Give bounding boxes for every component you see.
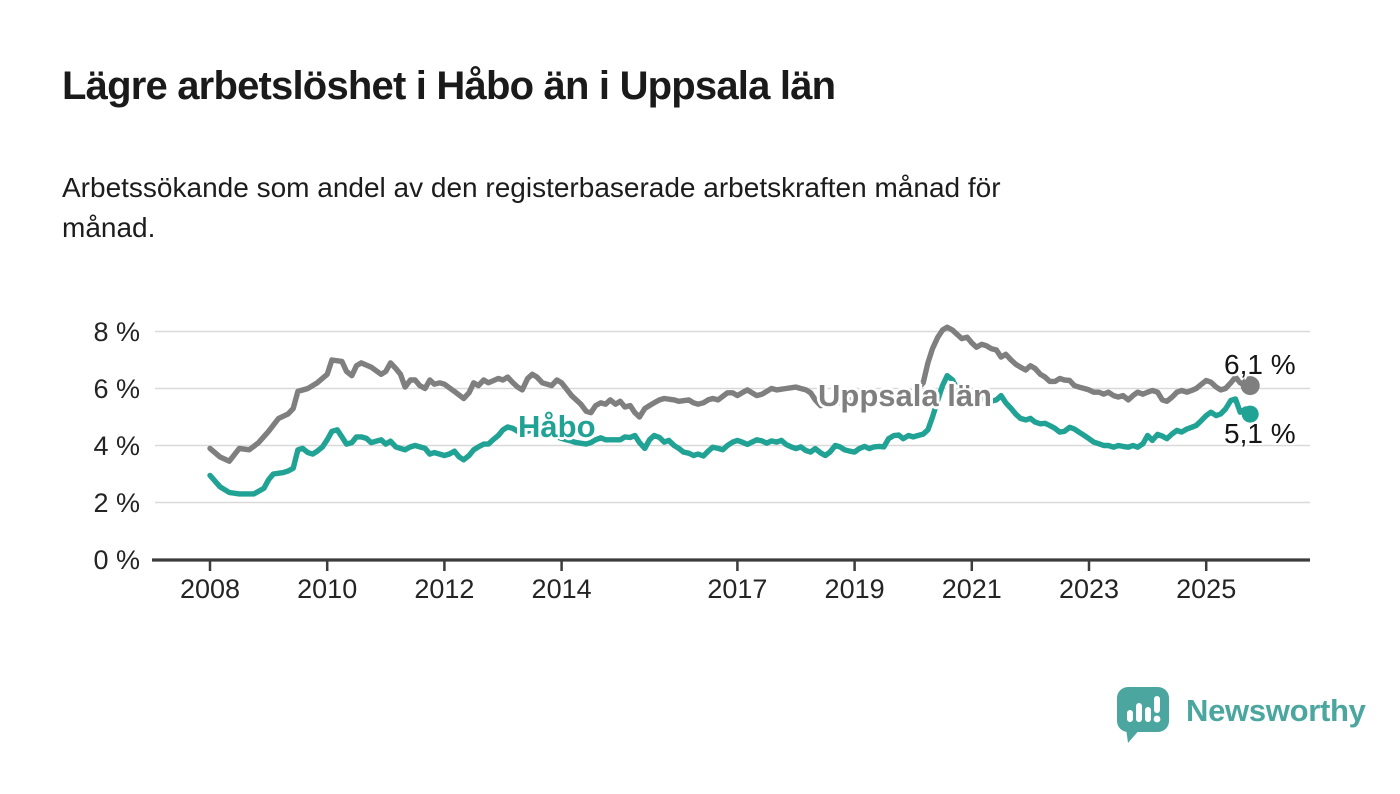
x-axis-label-2021: 2021 — [941, 574, 1002, 604]
end-value-label-uppsala: 6,1 % — [1224, 349, 1296, 380]
series-line-habo — [207, 373, 1253, 497]
chart-subtitle: Arbetssökande som andel av den registerb… — [62, 168, 1312, 248]
page-title: Lägre arbetslöshet i Håbo än i Uppsala l… — [62, 64, 836, 108]
x-axis-label-2010: 2010 — [297, 574, 358, 604]
series-end-dot-habo — [1241, 405, 1259, 423]
newsworthy-logo-text: Newsworthy — [1186, 693, 1366, 728]
y-axis-label-4: 4 % — [93, 430, 140, 461]
y-axis-label-8: 8 % — [93, 316, 140, 347]
series-line-uppsala-lan — [207, 324, 1253, 464]
x-axis-label-2017: 2017 — [707, 574, 768, 604]
subtitle-line-2: månad. — [62, 212, 156, 243]
x-axis-label-2019: 2019 — [824, 574, 885, 604]
subtitle-line-1: Arbetssökande som andel av den registerb… — [62, 172, 1001, 203]
y-axis-label-0: 0 % — [93, 544, 140, 575]
x-axis-label-2014: 2014 — [531, 574, 592, 604]
series-label-habo: Håbo — [518, 409, 596, 444]
series-end-dot-uppsala-lan — [1240, 376, 1260, 396]
series-label-uppsala-lan: Uppsala län — [818, 378, 992, 413]
x-axis-label-2012: 2012 — [414, 574, 475, 604]
end-value-label-habo: 5,1 % — [1224, 418, 1296, 449]
x-axis-label-2025: 2025 — [1176, 574, 1237, 604]
x-axis-label-2023: 2023 — [1058, 574, 1120, 604]
y-axis-label-6: 6 % — [93, 373, 140, 404]
newsworthy-logo-icon — [1117, 687, 1169, 743]
y-axis-label-2: 2 % — [93, 487, 140, 518]
newsworthy-logo: Newsworthy — [1116, 686, 1366, 748]
x-axis-label-2008: 2008 — [179, 574, 241, 604]
